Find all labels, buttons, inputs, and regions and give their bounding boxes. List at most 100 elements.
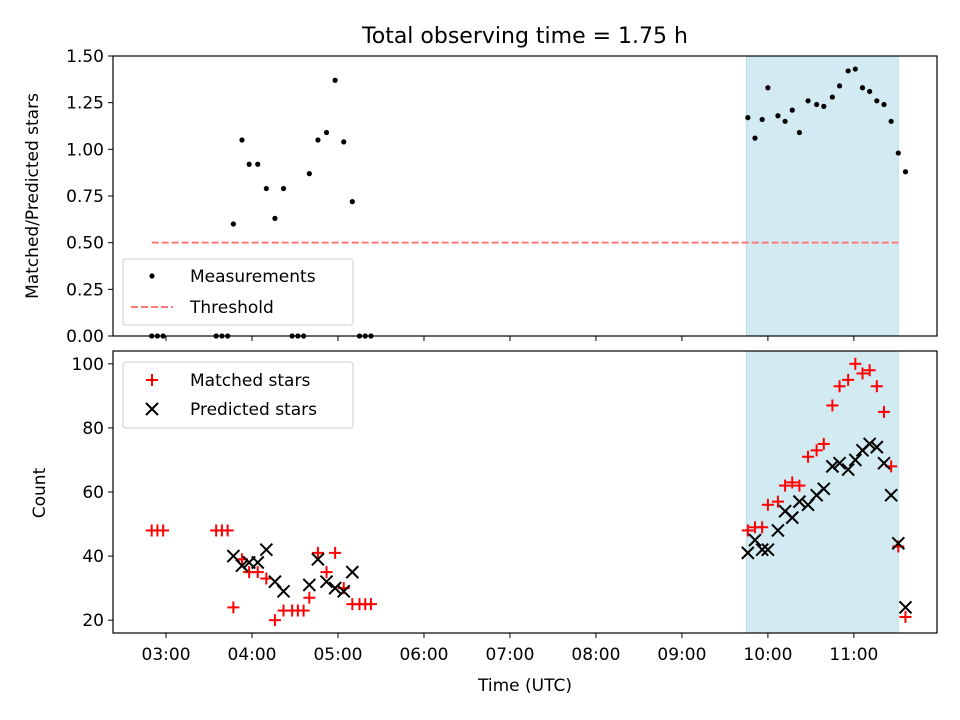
predicted-stars-point	[337, 584, 351, 599]
top-panel: 0.00 0.25 0.50 0.75 1.00 1.25 1.50 Matched/Pre…	[23, 47, 938, 347]
matched-stars-point	[842, 373, 855, 386]
legend-threshold-label: Threshold	[189, 298, 274, 318]
matched-stars-point	[793, 479, 806, 492]
measurements-point	[867, 88, 873, 95]
measurements-point	[814, 101, 820, 108]
measurements-point	[888, 118, 894, 124]
predicted-stars-point	[311, 552, 325, 567]
matched-stars-point	[771, 495, 784, 508]
xtick-label: 05:00	[313, 645, 362, 665]
measurements-point	[306, 171, 312, 177]
predicted-stars-point	[235, 558, 249, 573]
bot-ytick-label: 80	[82, 419, 104, 439]
matched-stars-point	[856, 367, 869, 380]
predicted-stars-point	[345, 565, 360, 579]
predicted-stars-point	[891, 536, 906, 550]
matched-stars-point	[863, 364, 876, 377]
top-ytick-label: 1.50	[66, 47, 104, 67]
legend-matched-label: Matched stars	[190, 371, 310, 391]
top-highlight-span	[745, 55, 899, 337]
matched-stars-point	[364, 598, 377, 611]
measurements-point	[263, 185, 269, 192]
top-ytick-label: 1.25	[66, 94, 104, 114]
matched-stars-point	[870, 380, 883, 393]
bottom-legend-box	[122, 361, 354, 429]
measurements-point	[821, 103, 827, 109]
predicted-stars-point	[870, 440, 884, 454]
predicted-stars-point	[771, 523, 785, 538]
matched-stars-point	[786, 476, 799, 489]
x-axis-label: Time (UTC)	[477, 676, 572, 696]
measurements-point	[881, 101, 887, 108]
xtick-label: 04:00	[228, 645, 277, 665]
predicted-stars-point	[848, 453, 863, 467]
predicted-stars-point	[817, 482, 831, 496]
measurements-point	[315, 137, 321, 143]
measurements-point	[859, 85, 866, 91]
matched-stars-point	[221, 524, 234, 537]
measurements-point	[255, 161, 261, 167]
predicted-stars-point	[832, 456, 847, 470]
measurements-point	[796, 129, 803, 136]
predicted-stars-point	[319, 575, 334, 589]
xtick-label: 07:00	[485, 645, 534, 665]
predicted-stars-point	[302, 578, 317, 592]
matched-stars-point	[802, 450, 815, 463]
predicted-stars-point	[884, 488, 898, 502]
measurements-point	[745, 115, 751, 121]
measurements-point	[239, 137, 245, 143]
matched-stars-point	[817, 437, 830, 450]
legend-predicted-marker	[145, 402, 159, 416]
predicted-stars-point	[792, 494, 807, 509]
measurements-point	[829, 94, 835, 100]
measurements-point	[759, 116, 765, 123]
measurements-point	[874, 98, 880, 104]
measurements-point	[902, 169, 909, 175]
top-legend-box	[122, 258, 354, 326]
xtick-label: 11:00	[829, 645, 878, 665]
matched-stars-point	[899, 610, 912, 623]
predicted-stars-point	[877, 456, 891, 470]
predicted-stars-point	[741, 546, 755, 560]
predicted-stars-point	[259, 542, 274, 557]
matched-stars-point	[810, 444, 823, 457]
matched-stars-point	[329, 546, 342, 559]
matched-stars-point	[320, 566, 333, 579]
top-ytick-label: 0.50	[66, 234, 104, 254]
matched-stars-point	[227, 601, 240, 614]
measurements-point	[341, 139, 347, 145]
matched-stars-point	[303, 591, 316, 604]
top-legend: Measurements Threshold	[122, 258, 354, 326]
predicted-stars-point	[276, 584, 291, 599]
bot-ytick-label: 40	[82, 547, 104, 567]
matched-stars-point	[877, 405, 890, 418]
predicted-stars-point	[755, 542, 769, 557]
bot-ytick-label: 100	[72, 355, 104, 375]
bottom-panel: 20 40 60 80 100 03:00 04:00 05:00 06:00 07:00 08:…	[30, 350, 938, 696]
matched-stars-point	[311, 546, 324, 559]
bot-ytick-label: 60	[82, 483, 104, 503]
bot-highlight-span	[745, 350, 899, 634]
xtick-label: 09:00	[657, 645, 706, 665]
xtick-label: 03:00	[142, 645, 191, 665]
bot-ytick-label: 20	[82, 611, 104, 631]
legend-measurements-marker	[149, 273, 155, 279]
predicted-stars-point	[748, 533, 762, 547]
top-ytick-label: 0.75	[66, 187, 104, 207]
measurements-point	[323, 129, 330, 136]
top-ytick-label: 0.00	[66, 327, 104, 347]
matched-stars-point	[157, 524, 170, 537]
bottom-legend: Matched stars Predicted stars	[122, 361, 354, 429]
measurements-point	[280, 185, 287, 192]
matched-stars-point	[761, 498, 774, 511]
xtick-label: 08:00	[571, 645, 620, 665]
legend-matched-marker	[146, 374, 158, 386]
measurements-point	[782, 118, 788, 124]
predicted-stars-point	[898, 600, 913, 615]
xtick-label: 10:00	[743, 645, 792, 665]
measurements-point	[775, 113, 781, 119]
matched-stars-point	[826, 399, 839, 412]
measurements-point	[789, 107, 795, 113]
matched-stars-point	[833, 380, 846, 393]
